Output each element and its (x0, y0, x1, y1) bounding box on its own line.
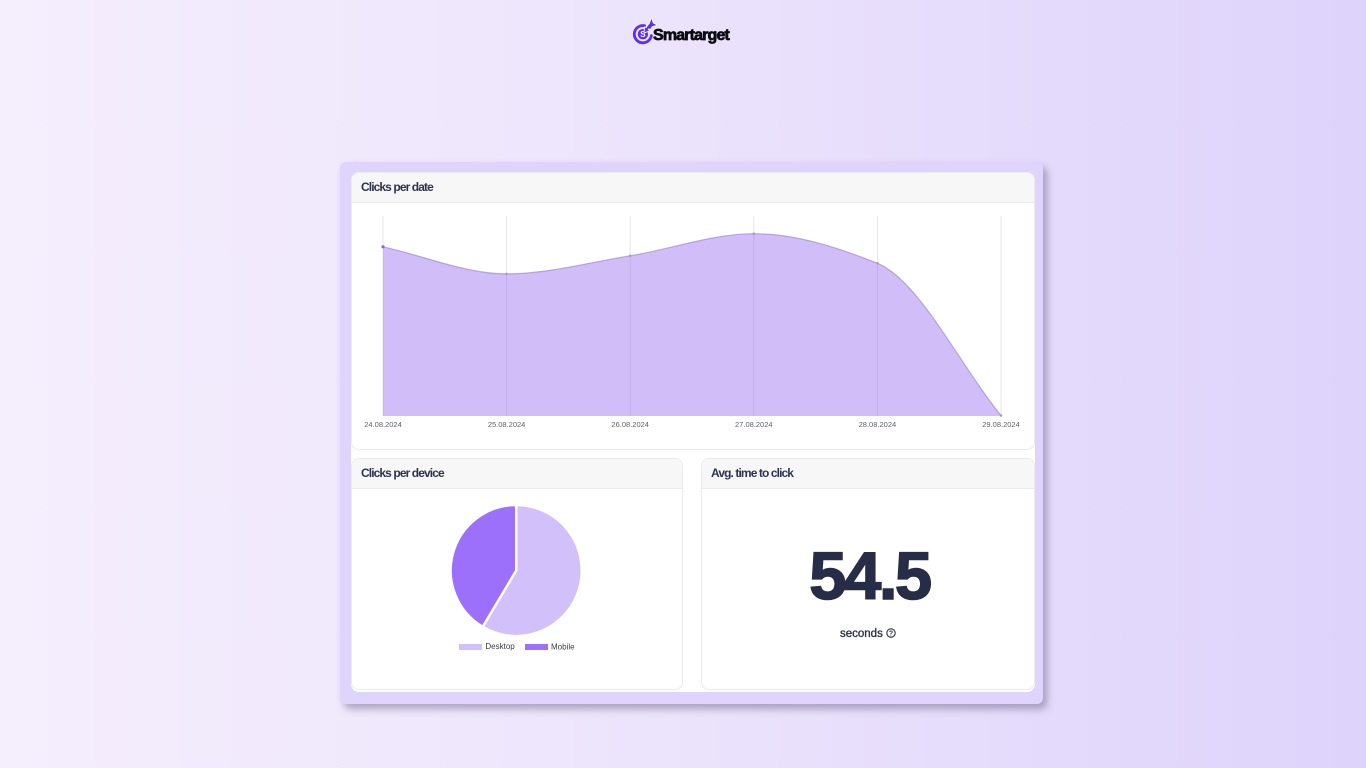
svg-text:28.08.2024: 28.08.2024 (859, 420, 897, 429)
svg-text:25.08.2024: 25.08.2024 (488, 420, 526, 429)
svg-text:S: S (640, 30, 646, 39)
svg-text:27.08.2024: 27.08.2024 (735, 420, 773, 429)
svg-text:24.08.2024: 24.08.2024 (364, 420, 402, 429)
svg-text:29.08.2024: 29.08.2024 (982, 420, 1020, 429)
svg-text:26.08.2024: 26.08.2024 (611, 420, 649, 429)
svg-text:?: ? (889, 630, 893, 637)
